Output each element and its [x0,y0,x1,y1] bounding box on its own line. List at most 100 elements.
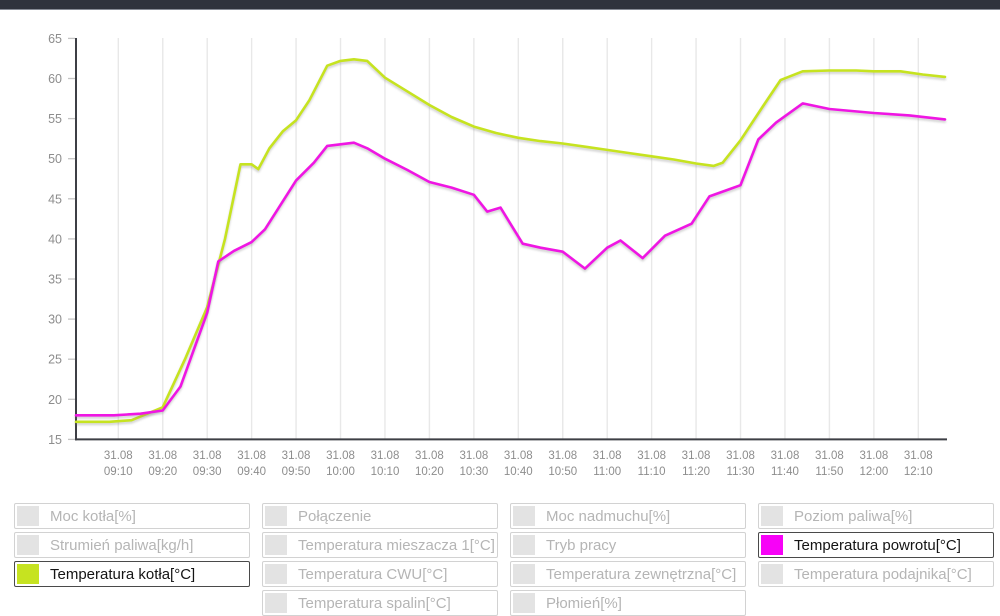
x-tick-time: 10:50 [548,466,577,478]
x-tick-date: 31.08 [726,450,755,462]
x-tick-time: 09:10 [104,466,133,478]
legend-item-temperatura-powrotu-c[interactable]: Temperatura powrotu[°C] [758,532,994,558]
legend-label: Temperatura mieszacza 1[°C] [298,536,495,554]
legend-item-poziom-paliwa[interactable]: Poziom paliwa[%] [758,503,994,529]
x-tick-time: 11:30 [727,466,755,478]
legend-swatch [265,593,287,613]
x-tick-date: 31.08 [771,450,800,462]
x-tick-time: 09:20 [148,466,177,478]
y-tick-label: 25 [48,353,62,367]
x-tick-time: 09:30 [193,466,222,478]
series-temperatura-powrotu-c [74,102,947,417]
legend-item-temperatura-mieszacza-1-c[interactable]: Temperatura mieszacza 1[°C] [262,532,498,558]
x-tick-date: 31.08 [682,450,711,462]
x-tick-date: 31.08 [548,450,577,462]
x-tick-date: 31.08 [593,450,622,462]
legend-swatch [513,593,535,613]
legend-label: Połączenie [298,507,372,525]
x-tick-date: 31.08 [859,450,888,462]
legend-column-3: Moc nadmuchu[%] Tryb pracy Temperatura zew… [510,503,746,616]
x-tick-date: 31.08 [637,450,666,462]
x-tick-date: 31.08 [815,450,844,462]
y-tick-label: 20 [48,393,62,407]
x-tick-time: 09:40 [237,466,266,478]
x-tick-time: 10:00 [326,466,355,478]
chart-area: 31.08 09:10 31.08 09:20 31.08 09:30 31.08 09:40… [0,10,1000,493]
legend-swatch [513,564,535,584]
x-tick-time: 11:00 [593,466,621,478]
y-tick-label: 50 [48,152,62,166]
x-tick-date: 31.08 [415,450,444,462]
y-tick-label: 35 [48,273,62,287]
legend-swatch [17,564,39,584]
y-tick-label: 40 [48,232,62,246]
legend-item-p-omie[interactable]: Płomień[%] [510,590,746,616]
legend-swatch [17,535,39,555]
legend-swatch [513,535,535,555]
y-tick-label: 60 [48,72,62,86]
x-tick-date: 31.08 [104,450,133,462]
legend-swatch [265,535,287,555]
x-tick-time: 11:40 [771,466,799,478]
legend-swatch [513,506,535,526]
legend-item-temperatura-cwu-c[interactable]: Temperatura CWU[°C] [262,561,498,587]
legend-column-2: Połączenie Temperatura mieszacza 1[°C] Tem… [262,503,498,616]
x-tick-time: 11:20 [682,466,710,478]
x-tick-date: 31.08 [904,450,933,462]
x-tick-time: 11:10 [638,466,666,478]
x-tick-time: 12:00 [859,466,888,478]
y-tick-label: 45 [48,192,62,206]
legend-label: Strumień paliwa[kg/h] [50,536,194,554]
legend-item-strumie-paliwa-kg-h[interactable]: Strumień paliwa[kg/h] [14,532,250,558]
legend-label: Temperatura spalin[°C] [298,594,451,612]
x-tick-time: 10:40 [504,466,533,478]
top-bar [0,0,1000,10]
legend-item-temperatura-zewn-trzna-c[interactable]: Temperatura zewnętrzna[°C] [510,561,746,587]
legend-swatch [17,506,39,526]
legend-label: Temperatura CWU[°C] [298,565,448,583]
legend-label: Temperatura zewnętrzna[°C] [546,565,737,583]
legend-item-moc-kot-a[interactable]: Moc kotła[%] [14,503,250,529]
x-tick-date: 31.08 [326,450,355,462]
legend-item-temperatura-podajnika-c[interactable]: Temperatura podajnika[°C] [758,561,994,587]
x-tick-time: 10:30 [459,466,488,478]
x-tick-time: 10:10 [371,466,400,478]
legend-label: Temperatura kotła[°C] [50,565,196,583]
legend-swatch [761,506,783,526]
y-tick-label: 15 [48,433,62,447]
x-tick-date: 31.08 [237,450,266,462]
legend-item-tryb-pracy[interactable]: Tryb pracy [510,532,746,558]
legend-label: Temperatura podajnika[°C] [794,565,972,583]
x-tick-time: 12:10 [904,466,933,478]
x-tick-time: 09:50 [282,466,311,478]
legend-swatch [761,564,783,584]
legend: Moc kotła[%] Strumień paliwa[kg/h] Tempera… [0,503,1000,616]
x-tick-date: 31.08 [371,450,400,462]
legend-item-temperatura-spalin-c[interactable]: Temperatura spalin[°C] [262,590,498,616]
legend-label: Moc nadmuchu[%] [546,507,671,525]
x-tick-date: 31.08 [148,450,177,462]
x-tick-date: 31.08 [459,450,488,462]
legend-column-4: Poziom paliwa[%] Temperatura powrotu[°C] T… [758,503,994,587]
legend-label: Poziom paliwa[%] [794,507,913,525]
x-tick-date: 31.08 [504,450,533,462]
y-tick-label: 65 [48,32,62,46]
legend-swatch [265,506,287,526]
x-tick-time: 11:50 [815,466,843,478]
legend-label: Płomień[%] [546,594,622,612]
legend-item-moc-nadmuchu[interactable]: Moc nadmuchu[%] [510,503,746,529]
y-tick-label: 55 [48,112,62,126]
legend-label: Tryb pracy [546,536,617,554]
legend-item-po-czenie[interactable]: Połączenie [262,503,498,529]
legend-column-1: Moc kotła[%] Strumień paliwa[kg/h] Tempera… [14,503,250,587]
x-tick-time: 10:20 [415,466,444,478]
chart-svg: 31.08 09:10 31.08 09:20 31.08 09:30 31.08 09:40… [48,32,947,478]
legend-item-temperatura-kot-a-c[interactable]: Temperatura kotła[°C] [14,561,250,587]
x-tick-date: 31.08 [193,450,222,462]
y-tick-label: 30 [48,313,62,327]
series-temperatura-kot-a-c [74,57,947,424]
legend-label: Temperatura powrotu[°C] [794,536,961,554]
legend-label: Moc kotła[%] [50,507,136,525]
legend-swatch [265,564,287,584]
legend-swatch [761,535,783,555]
